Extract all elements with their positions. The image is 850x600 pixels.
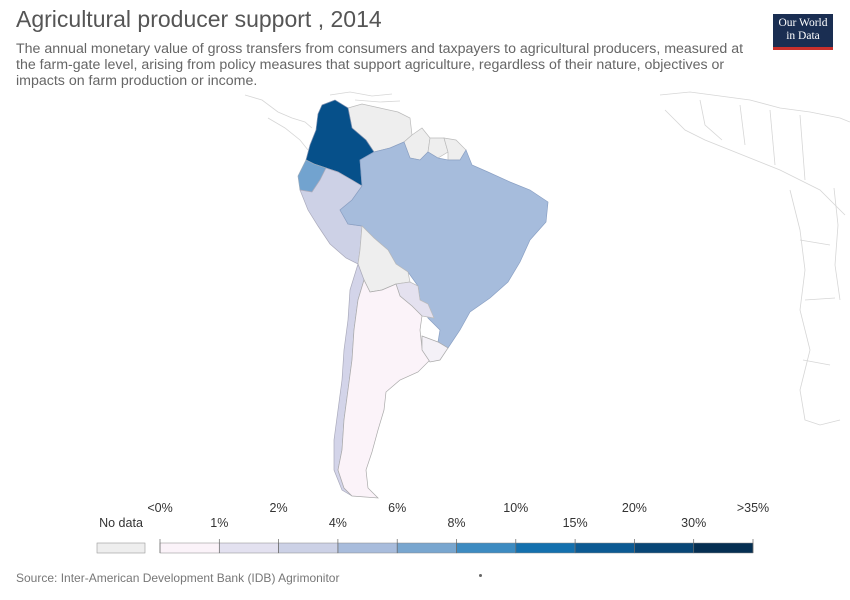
- legend-bottom-label: 30%: [681, 516, 706, 530]
- legend-bin: [159, 542, 220, 554]
- owid-logo[interactable]: Our World in Data: [773, 14, 833, 50]
- legend-bin: [574, 542, 635, 554]
- logo-line-1: Our World: [778, 17, 828, 29]
- legend-top-label: 10%: [503, 501, 528, 515]
- legend-bin: [693, 542, 754, 554]
- country-argentina[interactable]: [337, 279, 431, 499]
- legend-bin: [634, 542, 694, 554]
- legend-top-label: 2%: [270, 501, 288, 515]
- background-land: [244, 91, 850, 426]
- dot-marker: [479, 574, 482, 577]
- legend-bin: [278, 542, 339, 554]
- choropleth-map: [244, 91, 850, 499]
- legend-top-label: 20%: [622, 501, 647, 515]
- legend-bin: [515, 542, 576, 554]
- chart-title: Agricultural producer support , 2014: [16, 6, 382, 32]
- source-note: Source: Inter-American Development Bank …: [16, 571, 340, 585]
- chart-subtitle: The annual monetary value of gross trans…: [16, 41, 744, 89]
- legend-bin: [396, 542, 457, 554]
- logo-line-2: in Data: [786, 30, 820, 42]
- legend-bin: [219, 542, 279, 554]
- legend-bin: [337, 542, 398, 554]
- legend-top-label: 6%: [388, 501, 406, 515]
- legend-top-label: <0%: [147, 501, 172, 515]
- legend-no-data-swatch: [96, 542, 146, 554]
- legend-bottom-label: 15%: [563, 516, 588, 530]
- legend-top-label: >35%: [737, 501, 769, 515]
- legend-bottom-label: 1%: [210, 516, 228, 530]
- legend-bin: [456, 542, 517, 554]
- legend-no-data-label: No data: [99, 516, 143, 530]
- legend-bottom-label: 8%: [447, 516, 465, 530]
- country-suriname[interactable]: [427, 137, 449, 159]
- legend-bottom-label: 4%: [329, 516, 347, 530]
- country-uruguay[interactable]: [421, 335, 449, 363]
